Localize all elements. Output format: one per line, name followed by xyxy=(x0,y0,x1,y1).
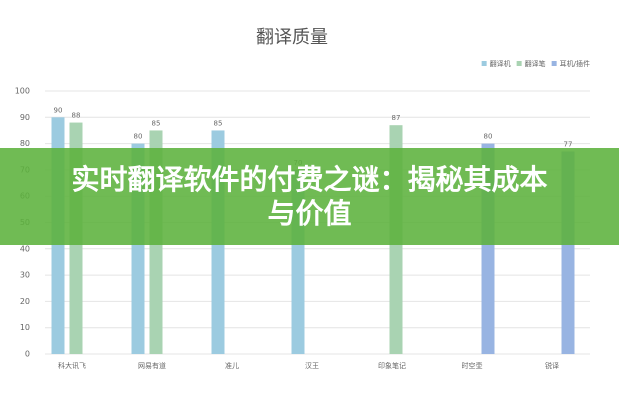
legend-label: 翻译笔 xyxy=(525,59,546,68)
banner: 实时翻译软件的付费之谜：揭秘其成本与价值 xyxy=(0,148,619,245)
y-tick-label: 40 xyxy=(20,244,30,253)
x-tick-label: 汉王 xyxy=(305,362,319,370)
legend-label: 耳机/插件 xyxy=(560,59,590,68)
y-tick-label: 0 xyxy=(25,350,30,359)
value-label: 87 xyxy=(392,114,401,122)
value-label: 90 xyxy=(54,106,63,114)
x-tick-label: 锐译 xyxy=(545,361,559,370)
value-label: 77 xyxy=(564,140,573,148)
value-label: 85 xyxy=(214,119,223,127)
legend-swatch xyxy=(551,61,557,66)
x-tick-label: 网易有道 xyxy=(138,361,166,370)
y-tick-label: 80 xyxy=(20,139,30,148)
x-tick-label: 印象笔记 xyxy=(378,361,406,370)
banner-title: 实时翻译软件的付费之谜：揭秘其成本与价值 xyxy=(71,162,548,230)
x-tick-label: 科大讯飞 xyxy=(58,361,86,370)
legend-swatch xyxy=(516,61,522,66)
legend-swatch xyxy=(481,61,487,66)
y-tick-label: 30 xyxy=(20,271,30,280)
y-tick-label: 100 xyxy=(15,87,30,96)
y-tick-label: 90 xyxy=(20,113,30,122)
x-tick-label: 时空壶 xyxy=(462,361,483,370)
value-label: 88 xyxy=(72,112,81,120)
value-label: 80 xyxy=(484,133,493,141)
chart-title: 翻译质量 xyxy=(256,27,328,48)
x-tick-label: 准儿 xyxy=(225,361,239,370)
value-label: 85 xyxy=(152,119,161,127)
y-tick-label: 10 xyxy=(20,323,30,332)
value-label: 80 xyxy=(134,133,143,141)
y-tick-label: 20 xyxy=(20,297,30,306)
legend-label: 翻译机 xyxy=(490,59,511,68)
